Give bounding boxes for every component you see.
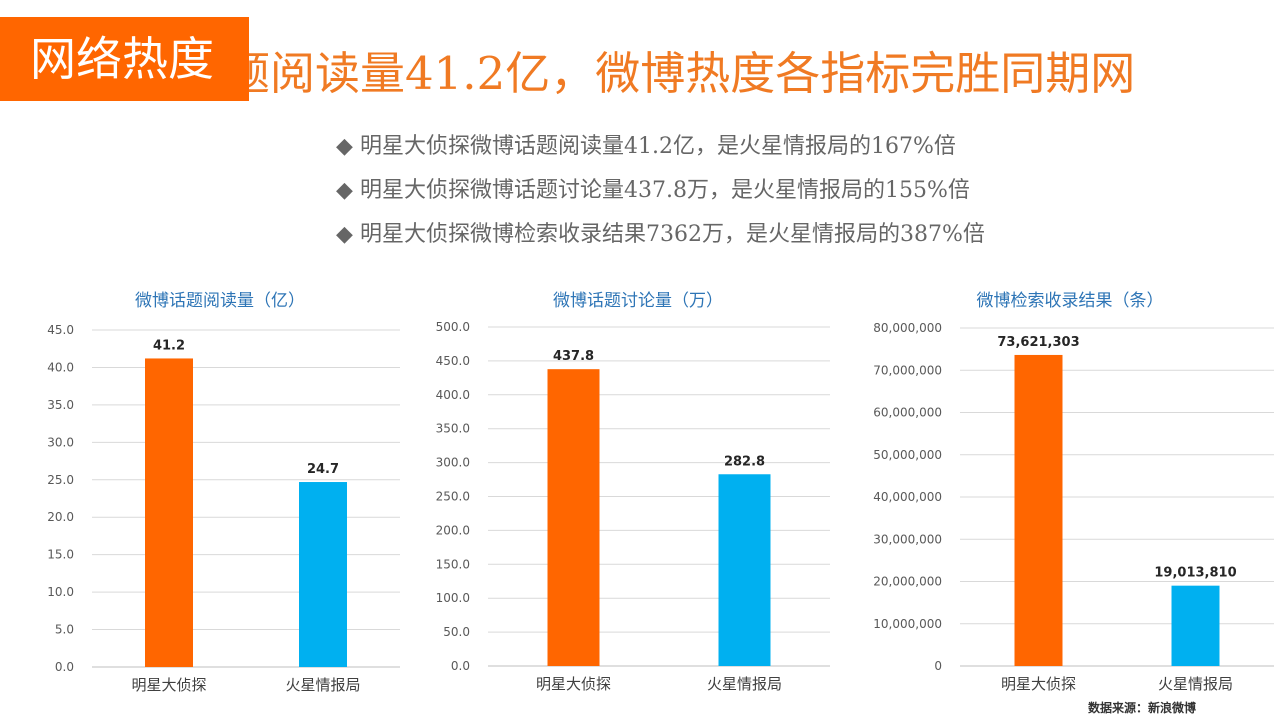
data-label: 282.8 bbox=[724, 454, 765, 469]
key-points-list: ◆ 明星大侦探微博话题阅读量41.2亿，是火星情报局的167%倍 ◆ 明星大侦探微博… bbox=[336, 128, 985, 260]
data-label: 437.8 bbox=[553, 349, 594, 364]
y-tick-label: 30,000,000 bbox=[873, 532, 942, 546]
key-point: ◆ 明星大侦探微博话题阅读量41.2亿，是火星情报局的167%倍 bbox=[336, 128, 985, 172]
y-tick-label: 0.0 bbox=[451, 659, 470, 673]
key-point-text: 明星大侦探微博话题讨论量437.8万，是火星情报局的155%倍 bbox=[360, 178, 970, 203]
y-tick-label: 200.0 bbox=[436, 523, 470, 537]
x-category-label: 明星大侦探 bbox=[536, 675, 611, 693]
y-tick-label: 20,000,000 bbox=[873, 575, 942, 589]
y-tick-label: 70,000,000 bbox=[873, 363, 942, 377]
y-tick-label: 300.0 bbox=[436, 456, 470, 470]
y-tick-label: 100.0 bbox=[436, 591, 470, 605]
y-tick-label: 250.0 bbox=[436, 490, 470, 504]
chart-title: 微博检索收录结果（条） bbox=[977, 291, 1164, 311]
diamond-bullet-icon: ◆ bbox=[336, 134, 353, 159]
search-results-chart: 微博检索收录结果（条） 0 10,000,000 20,000,000 30,000,0… bbox=[873, 291, 1274, 693]
y-tick-label: 35.0 bbox=[47, 398, 74, 412]
y-tick-label: 40.0 bbox=[47, 360, 74, 374]
y-tick-label: 25.0 bbox=[47, 473, 74, 487]
diamond-bullet-icon: ◆ bbox=[336, 222, 353, 247]
y-tick-label: 150.0 bbox=[436, 557, 470, 571]
y-tick-label: 50.0 bbox=[443, 625, 470, 639]
y-tick-label: 45.0 bbox=[47, 323, 74, 337]
y-tick-label: 10,000,000 bbox=[873, 617, 942, 631]
y-tick-label: 0 bbox=[934, 659, 942, 673]
reading-volume-chart: 微博话题阅读量（亿） 0.0 5.0 10.0 15.0 20.0 25.0 30.0 35.0… bbox=[47, 291, 400, 694]
chart-title: 微博话题讨论量（万） bbox=[553, 291, 723, 311]
key-point: ◆ 明星大侦探微博检索收录结果7362万，是火星情报局的387%倍 bbox=[336, 216, 985, 260]
x-category-label: 明星大侦探 bbox=[1001, 675, 1076, 693]
y-tick-label: 30.0 bbox=[47, 435, 74, 449]
data-source-note: 数据来源：新浪微博 bbox=[1088, 701, 1197, 715]
bar-secondary bbox=[299, 482, 347, 667]
page-headline: 微博话题阅读量41.2亿，微博热度各指标完胜同期网 bbox=[90, 47, 1136, 100]
y-tick-label: 60,000,000 bbox=[873, 406, 942, 420]
bar-primary bbox=[1014, 354, 1063, 666]
bar-secondary bbox=[1171, 585, 1220, 666]
bar-primary bbox=[547, 369, 600, 666]
data-label: 24.7 bbox=[307, 462, 339, 477]
y-tick-label: 50,000,000 bbox=[873, 448, 942, 462]
y-tick-label: 450.0 bbox=[436, 354, 470, 368]
y-tick-label: 80,000,000 bbox=[873, 321, 942, 335]
y-tick-label: 15.0 bbox=[47, 548, 74, 562]
x-category-label: 明星大侦探 bbox=[131, 676, 206, 694]
section-tag: 网络热度 bbox=[0, 17, 249, 101]
y-tick-label: 0.0 bbox=[55, 660, 74, 674]
y-tick-label: 10.0 bbox=[47, 585, 74, 599]
y-tick-label: 500.0 bbox=[436, 320, 470, 334]
y-tick-label: 5.0 bbox=[55, 623, 74, 637]
x-category-label: 火星情报局 bbox=[285, 676, 360, 694]
diamond-bullet-icon: ◆ bbox=[336, 178, 353, 203]
key-point-text: 明星大侦探微博话题阅读量41.2亿，是火星情报局的167%倍 bbox=[360, 134, 956, 159]
y-tick-label: 40,000,000 bbox=[873, 490, 942, 504]
data-label: 19,013,810 bbox=[1154, 566, 1236, 581]
y-tick-label: 350.0 bbox=[436, 422, 470, 436]
discussion-volume-chart: 微博话题讨论量（万） 0.0 50.0 100.0 150.0 200.0 250.0 300… bbox=[436, 291, 830, 693]
key-point-text: 明星大侦探微博检索收录结果7362万，是火星情报局的387%倍 bbox=[360, 222, 985, 247]
bar-secondary bbox=[718, 474, 771, 666]
data-label: 73,621,303 bbox=[997, 335, 1079, 350]
bar-primary bbox=[145, 358, 193, 667]
x-category-label: 火星情报局 bbox=[707, 675, 782, 693]
data-label: 41.2 bbox=[153, 338, 185, 353]
x-category-label: 火星情报局 bbox=[1158, 675, 1233, 693]
y-tick-label: 400.0 bbox=[436, 388, 470, 402]
chart-title: 微博话题阅读量（亿） bbox=[135, 291, 305, 311]
key-point: ◆ 明星大侦探微博话题讨论量437.8万，是火星情报局的155%倍 bbox=[336, 172, 985, 216]
y-tick-label: 20.0 bbox=[47, 510, 74, 524]
